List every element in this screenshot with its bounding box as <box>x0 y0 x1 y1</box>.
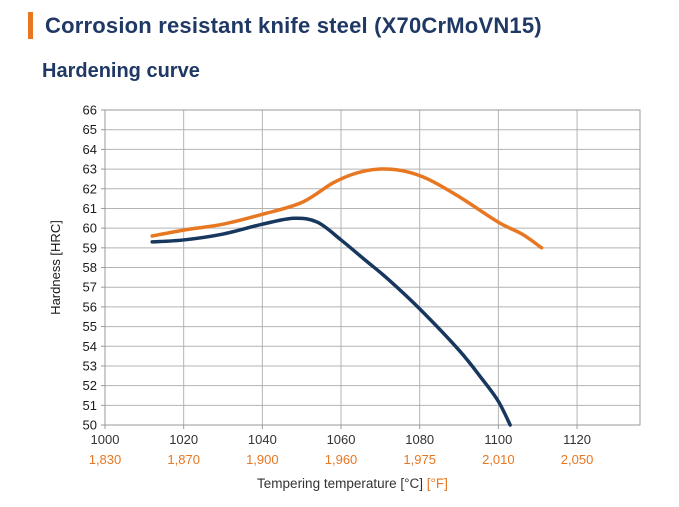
x-tick-label-fahrenheit: 1,975 <box>403 452 436 467</box>
series-path-hardness-orange <box>150 167 544 250</box>
y-tick-label: 56 <box>83 299 97 314</box>
x-tick-label-celsius: 1000 <box>91 432 120 447</box>
y-tick-label: 62 <box>83 181 97 196</box>
x-tick-label-fahrenheit: 1,870 <box>167 452 200 467</box>
x-tick-label-celsius: 1040 <box>248 432 277 447</box>
x-tick-label-celsius: 1100 <box>484 432 512 447</box>
y-tick-label: 64 <box>83 142 97 157</box>
x-tick-label-celsius: 1020 <box>169 432 198 447</box>
y-tick-label: 65 <box>83 122 97 137</box>
x-tick-label-fahrenheit: 2,010 <box>482 452 515 467</box>
y-tick-label: 55 <box>83 319 97 334</box>
title-accent-bar <box>28 12 33 39</box>
y-tick-label: 58 <box>83 260 97 275</box>
y-axis-label: Hardness [HRC] <box>48 220 63 315</box>
y-tick-label: 66 <box>83 103 97 118</box>
y-tick-label: 61 <box>83 201 97 216</box>
x-tick-label-celsius: 1060 <box>327 432 356 447</box>
x-tick-label-celsius: 1080 <box>405 432 434 447</box>
y-tick-label: 51 <box>83 398 97 413</box>
x-tick-label-fahrenheit: 2,050 <box>561 452 594 467</box>
y-tick-label: 60 <box>83 221 97 236</box>
hardening-curve-chart: 50 51 52 53 54 55 56 57 58 59 60 61 62 63 64 65 66 1000 1,… <box>48 95 663 495</box>
hardening-curve-chart-svg: 50 51 52 53 54 55 56 57 58 59 60 61 62 63 64 65 66 1000 1,… <box>48 103 641 491</box>
plot-border <box>104 109 641 426</box>
x-axis-label: Tempering temperature [°C] [°F] <box>257 476 448 491</box>
x-tick-label-celsius: 1120 <box>563 432 591 447</box>
y-tick-label: 52 <box>83 378 97 393</box>
y-tick-label: 57 <box>83 280 97 295</box>
x-tick-label-fahrenheit: 1,900 <box>246 452 279 467</box>
series-path-hardness-navy <box>150 216 512 427</box>
x-tick-label-fahrenheit: 1,830 <box>89 452 122 467</box>
y-tick-label: 50 <box>83 418 97 433</box>
y-tick-label: 63 <box>83 162 97 177</box>
chart-title: Hardening curve <box>42 60 200 82</box>
title-row: Corrosion resistant knife steel (X70CrMo… <box>28 12 542 39</box>
y-tick-label: 59 <box>83 240 97 255</box>
page-title: Corrosion resistant knife steel (X70CrMo… <box>45 12 542 38</box>
y-tick-label: 54 <box>83 339 97 354</box>
x-tick-label-fahrenheit: 1,960 <box>325 452 358 467</box>
y-tick-label: 53 <box>83 358 97 373</box>
